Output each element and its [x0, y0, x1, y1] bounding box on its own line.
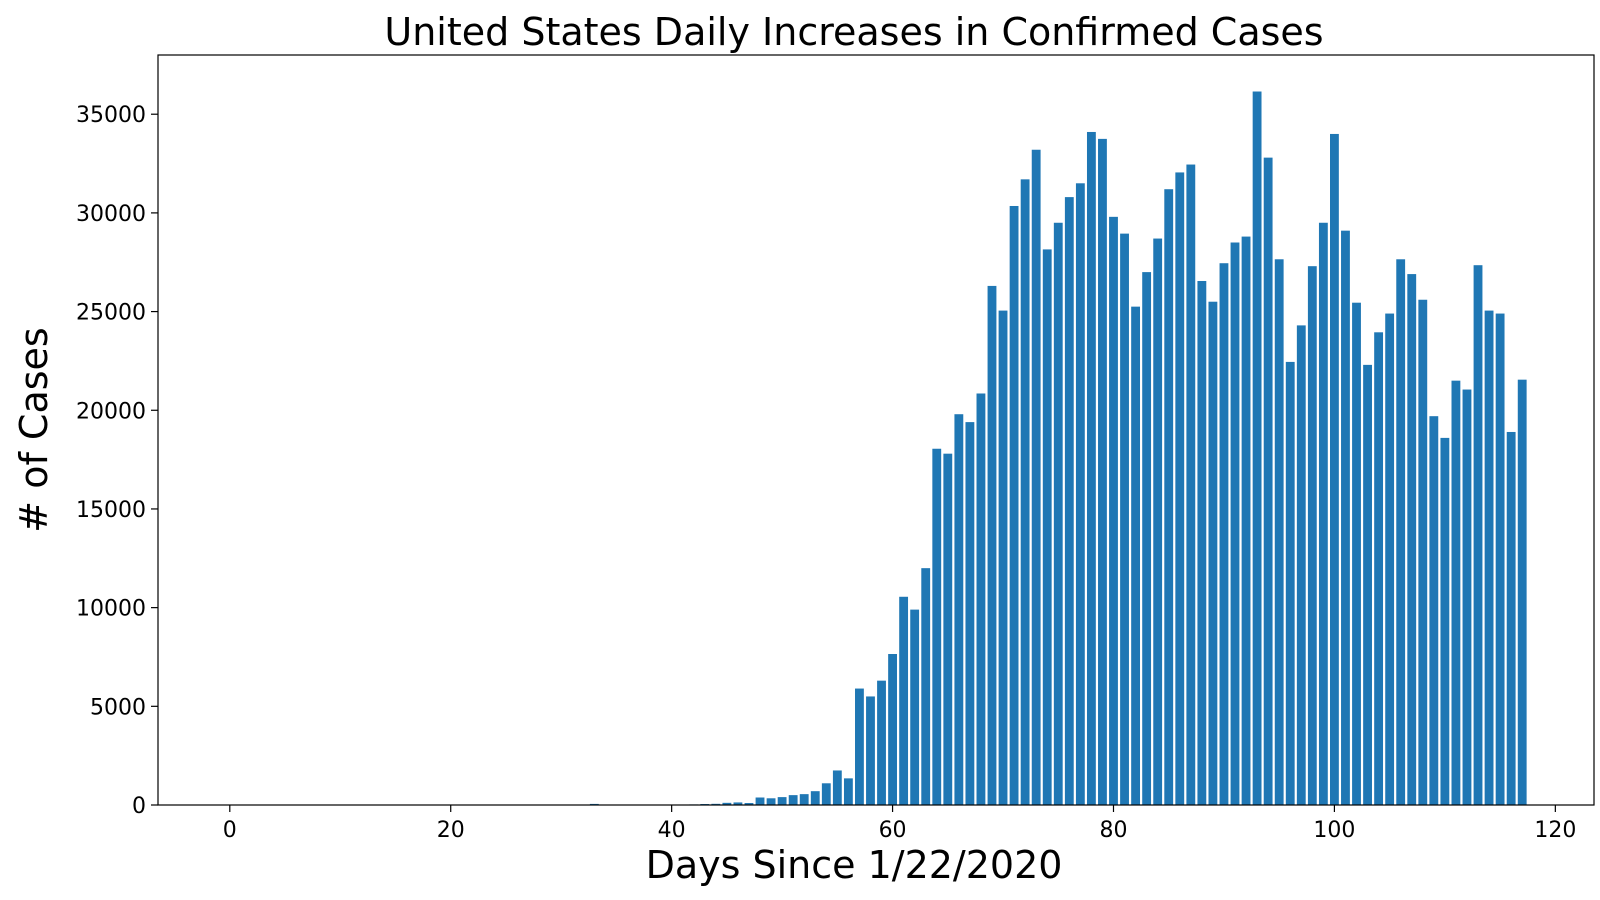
bars-group — [269, 91, 1527, 806]
bar-day-108 — [1418, 299, 1428, 805]
x-axis-label: Days Since 1/22/2020 — [646, 843, 1063, 887]
bar-day-101 — [1341, 230, 1350, 805]
bar-day-47 — [744, 803, 754, 805]
bar-day-94 — [1263, 157, 1273, 805]
bar-day-63 — [921, 568, 931, 805]
bar-day-83 — [1142, 272, 1152, 805]
bar-day-86 — [1175, 172, 1185, 805]
bar-day-103 — [1363, 364, 1372, 805]
bar-day-102 — [1352, 302, 1361, 805]
y-tick-label: 15000 — [76, 498, 146, 523]
bar-day-114 — [1484, 310, 1494, 805]
bar-day-58 — [866, 696, 875, 805]
bar-day-70 — [998, 310, 1008, 805]
x-axis-ticks: 0 20 40 60 80 100 120 — [223, 805, 1576, 843]
bar-day-52 — [799, 794, 809, 805]
bar-day-69 — [987, 285, 997, 805]
y-tick-label: 30000 — [76, 202, 146, 227]
y-tick-label: 5000 — [90, 695, 146, 720]
bar-day-98 — [1307, 266, 1317, 805]
bar-day-46 — [733, 802, 743, 805]
bar-day-73 — [1031, 149, 1041, 806]
bar-day-88 — [1197, 280, 1207, 805]
bar-day-91 — [1230, 242, 1240, 805]
bar-day-89 — [1208, 301, 1218, 805]
bar-day-66 — [954, 414, 964, 805]
y-tick-label: 0 — [132, 794, 146, 819]
y-tick-label: 20000 — [76, 399, 146, 424]
bar-day-97 — [1296, 325, 1306, 805]
chart-title: United States Daily Increases in Confirm… — [384, 10, 1323, 54]
bar-day-117 — [1517, 379, 1527, 805]
bar-day-57 — [855, 688, 864, 805]
bar-day-51 — [788, 795, 798, 805]
bar-day-85 — [1164, 189, 1174, 805]
bar-day-56 — [843, 778, 853, 805]
bar-day-59 — [877, 680, 886, 805]
bar-day-95 — [1274, 259, 1284, 805]
x-tick-label: 100 — [1313, 818, 1355, 843]
bar-day-49 — [766, 798, 776, 805]
x-tick-label: 20 — [437, 818, 465, 843]
bar-day-67 — [965, 422, 975, 805]
y-axis-label: # of Cases — [12, 327, 56, 532]
bar-day-78 — [1086, 131, 1096, 806]
bar-day-53 — [810, 791, 820, 805]
bar-day-71 — [1009, 205, 1019, 806]
bar-day-74 — [1042, 249, 1052, 805]
bar-day-99 — [1318, 222, 1328, 805]
x-tick-label: 0 — [223, 818, 237, 843]
bar-day-48 — [755, 797, 765, 805]
bar-day-116 — [1506, 431, 1516, 805]
bar-day-82 — [1131, 306, 1141, 805]
y-axis-ticks: 0 5000 10000 15000 20000 25000 30000 35000 — [76, 103, 158, 819]
bar-day-50 — [777, 797, 787, 805]
bar-day-90 — [1219, 263, 1229, 806]
bar-day-100 — [1330, 133, 1339, 805]
y-tick-label: 35000 — [76, 103, 146, 128]
bar-day-75 — [1053, 222, 1063, 805]
bar-day-109 — [1429, 416, 1439, 805]
bar-day-104 — [1374, 332, 1384, 805]
bar-day-107 — [1407, 274, 1417, 806]
bar-day-106 — [1396, 259, 1406, 805]
bar-day-84 — [1153, 238, 1163, 806]
bar-day-61 — [899, 596, 909, 805]
bar-day-72 — [1020, 179, 1030, 806]
bar-day-77 — [1075, 183, 1085, 806]
bar-day-115 — [1495, 313, 1505, 805]
bar-day-96 — [1285, 361, 1295, 805]
plot-frame — [157, 54, 1595, 806]
bar-day-65 — [943, 453, 953, 805]
bar-day-60 — [888, 654, 897, 805]
bar-day-110 — [1440, 437, 1450, 805]
bar-day-79 — [1098, 138, 1107, 805]
bar-day-45 — [722, 802, 732, 805]
bar-day-113 — [1473, 265, 1483, 805]
bar-day-64 — [932, 448, 942, 805]
bar-day-76 — [1064, 197, 1074, 806]
bar-day-105 — [1385, 313, 1395, 805]
x-tick-label: 80 — [1099, 818, 1127, 843]
bar-day-55 — [832, 770, 842, 805]
bar-day-54 — [821, 783, 831, 805]
bar-day-62 — [910, 609, 920, 805]
x-tick-label: 60 — [879, 818, 907, 843]
bar-day-81 — [1120, 233, 1129, 805]
bar-day-112 — [1462, 389, 1472, 805]
bar-day-111 — [1451, 380, 1461, 805]
x-tick-label: 40 — [658, 818, 686, 843]
bar-day-80 — [1109, 216, 1118, 806]
bar-day-87 — [1186, 164, 1196, 806]
bar-day-92 — [1241, 236, 1251, 805]
y-tick-label: 25000 — [76, 301, 146, 326]
y-tick-label: 10000 — [76, 597, 146, 622]
bar-day-68 — [976, 393, 986, 805]
x-tick-label: 120 — [1534, 818, 1576, 843]
bar-day-93 — [1252, 91, 1262, 805]
